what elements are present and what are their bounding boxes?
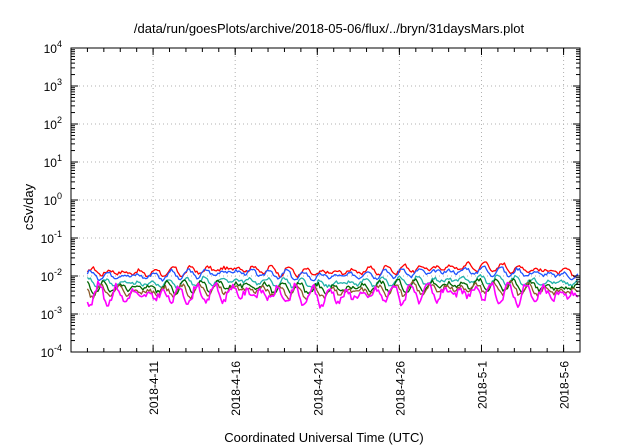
y-tick-exponent: -1 [54,229,62,239]
y-tick-label: 101 [44,153,62,170]
y-tick-base: 10 [44,80,58,94]
y-tick-exponent: -4 [54,343,62,353]
y-tick-exponent: -2 [54,267,62,277]
x-tick-label: 2018-5-6 [558,361,572,409]
y-tick-label: 10-1 [41,229,62,246]
y-tick-exponent: 1 [57,153,62,163]
y-tick-base: 10 [44,156,58,170]
y-tick-exponent: 3 [57,77,62,87]
y-tick-exponent: 2 [57,115,62,125]
series-line [86,261,579,279]
axis-ticks: 10-410-310-210-11001011021031042018-4-11… [41,39,580,416]
y-tick-base: 10 [44,194,58,208]
x-tick-label: 2018-5-1 [475,361,489,409]
x-tick-label: 2018-4-21 [311,361,325,416]
y-tick-exponent: -3 [54,305,62,315]
grid-lines [71,48,580,352]
y-tick-base: 10 [44,118,58,132]
y-tick-label: 104 [44,39,62,56]
series-line [86,277,579,296]
y-tick-exponent: 0 [57,191,62,201]
series-lines [86,261,579,309]
y-tick-base: 10 [41,308,55,322]
y-axis-label: cSv/day [21,183,36,230]
y-tick-label: 102 [44,115,62,132]
y-tick-base: 10 [41,270,55,284]
x-tick-label: 2018-4-26 [393,361,407,416]
chart-title: /data/run/goesPlots/archive/2018-05-06/f… [134,21,525,36]
y-tick-exponent: 4 [57,39,62,49]
x-axis-label: Coordinated Universal Time (UTC) [224,430,423,445]
x-tick-label: 2018-4-16 [229,361,243,416]
series-line [86,265,579,282]
y-tick-label: 10-3 [41,305,62,322]
x-tick-label: 2018-4-11 [147,361,161,415]
y-tick-base: 10 [44,42,58,56]
y-tick-base: 10 [41,232,55,246]
y-tick-label: 10-4 [41,343,62,360]
y-tick-base: 10 [41,346,55,360]
y-tick-label: 103 [44,77,62,94]
series-line [86,280,579,309]
y-tick-label: 100 [44,191,62,208]
series-line [86,280,579,301]
y-tick-label: 10-2 [41,267,62,284]
